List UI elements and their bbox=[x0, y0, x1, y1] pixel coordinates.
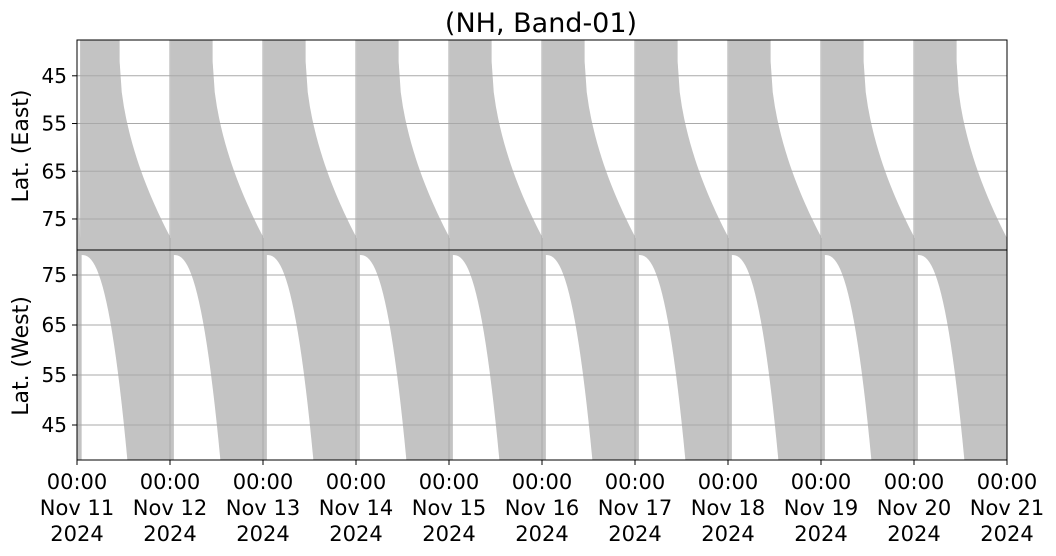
x-tick-label: 2024 bbox=[701, 522, 754, 546]
x-tick-label: Nov 12 bbox=[133, 496, 207, 520]
coverage-gap-west bbox=[545, 255, 593, 460]
coverage-gap-east bbox=[212, 40, 264, 239]
x-tick-label: 00:00 bbox=[791, 470, 852, 494]
x-tick-label: Nov 16 bbox=[505, 496, 579, 520]
x-tick-label: Nov 13 bbox=[226, 496, 300, 520]
coverage-gap-west bbox=[917, 255, 965, 460]
x-tick-label: 00:00 bbox=[698, 470, 759, 494]
coverage-gap-west bbox=[173, 255, 221, 460]
x-tick-label: Nov 14 bbox=[319, 496, 393, 520]
coverage-gap-west bbox=[824, 255, 872, 460]
x-tick-label: 00:00 bbox=[140, 470, 201, 494]
x-tick-label: 00:00 bbox=[884, 470, 945, 494]
coverage-gap-west bbox=[81, 255, 128, 460]
coverage-gap-east bbox=[305, 40, 357, 239]
x-tick-label: Nov 11 bbox=[40, 496, 114, 520]
x-tick-label: Nov 20 bbox=[877, 496, 951, 520]
y-axis-label-east: Lat. (East) bbox=[9, 90, 34, 203]
coverage-gap-east bbox=[770, 40, 822, 239]
chart-title: (NH, Band-01) bbox=[445, 8, 637, 39]
x-tick-label: 00:00 bbox=[419, 470, 480, 494]
x-tick-label: Nov 15 bbox=[412, 496, 486, 520]
x-tick-label: 2024 bbox=[794, 522, 847, 546]
x-tick-label: Nov 17 bbox=[598, 496, 672, 520]
y-tick-label: 55 bbox=[42, 363, 67, 387]
coverage-gap-east bbox=[491, 40, 543, 239]
coverage-gap-east bbox=[584, 40, 636, 239]
coverage-gap-west bbox=[266, 255, 314, 460]
y-tick-label: 65 bbox=[42, 159, 67, 183]
x-tick-label: 00:00 bbox=[326, 470, 387, 494]
coverage-gap-east bbox=[677, 40, 729, 239]
x-tick-label: 00:00 bbox=[512, 470, 573, 494]
y-tick-label: 65 bbox=[42, 313, 67, 337]
coverage-gap-east bbox=[863, 40, 915, 239]
x-tick-label: 00:00 bbox=[605, 470, 666, 494]
x-tick-label: Nov 19 bbox=[784, 496, 858, 520]
coverage-gap-west bbox=[359, 255, 407, 460]
coverage-gap-east bbox=[119, 40, 171, 239]
y-tick-label: 45 bbox=[42, 64, 67, 88]
x-tick-label: 2024 bbox=[329, 522, 382, 546]
y-tick-label: 45 bbox=[42, 413, 67, 437]
coverage-gap-east bbox=[956, 40, 1007, 239]
coverage-gap-west bbox=[731, 255, 779, 460]
x-tick-label: 2024 bbox=[887, 522, 940, 546]
x-tick-label: 00:00 bbox=[977, 470, 1038, 494]
coverage-gap-west bbox=[452, 255, 500, 460]
y-tick-label: 55 bbox=[42, 112, 67, 136]
x-tick-label: 2024 bbox=[143, 522, 196, 546]
x-tick-label: Nov 18 bbox=[691, 496, 765, 520]
y-tick-label: 75 bbox=[42, 263, 67, 287]
y-tick-label: 75 bbox=[42, 207, 67, 231]
panel-east: 45 55 65 75 bbox=[42, 39, 1008, 251]
x-tick-label: 2024 bbox=[980, 522, 1033, 546]
x-tick-label: Nov 21 bbox=[970, 496, 1044, 520]
panel-west: 45 55 65 75 bbox=[42, 249, 1008, 461]
y-axis-label-west: Lat. (West) bbox=[9, 296, 34, 416]
coverage-gap-west bbox=[638, 255, 686, 460]
x-tick-label: 00:00 bbox=[47, 470, 108, 494]
coverage-gap-east bbox=[77, 40, 81, 239]
x-tick-label: 2024 bbox=[422, 522, 475, 546]
coverage-gap-east bbox=[398, 40, 450, 239]
x-tick-label: 2024 bbox=[608, 522, 661, 546]
x-tick-label: 00:00 bbox=[233, 470, 294, 494]
x-tick-label: 2024 bbox=[515, 522, 568, 546]
x-tick-label: 2024 bbox=[236, 522, 289, 546]
x-tick-label: 2024 bbox=[50, 522, 103, 546]
